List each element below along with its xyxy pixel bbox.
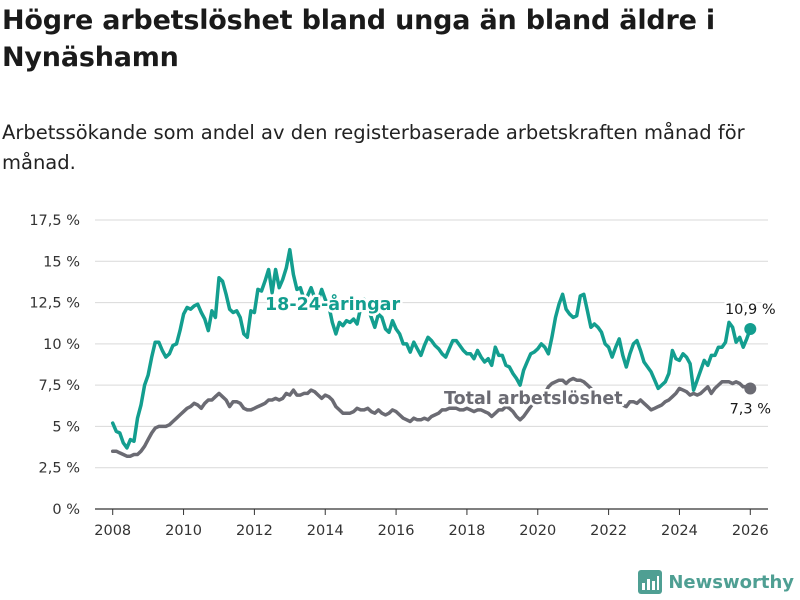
series-lines [110, 247, 757, 458]
brand-logo[interactable]: Newsworthy [638, 570, 794, 594]
x-tick-label: 2020 [519, 523, 556, 539]
endpoint-young [744, 322, 757, 335]
y-tick-label: 7,5 % [39, 378, 80, 394]
svg-text:Total arbetslöshet: Total arbetslöshet [444, 389, 623, 409]
gridlines [95, 219, 768, 510]
y-tick-label: 2,5 % [39, 461, 80, 477]
svg-text:7,3 %: 7,3 % [730, 401, 771, 417]
endpoint-total [744, 382, 757, 395]
chart-title: Högre arbetslöshet bland unga än bland ä… [2, 5, 715, 73]
svg-text:18-24-åringar: 18-24-åringar [265, 293, 400, 315]
y-tick-label: 17,5 % [29, 213, 80, 229]
x-tick-label: 2022 [590, 523, 627, 539]
x-tick-label: 2024 [661, 523, 698, 539]
axes: 0 % 2,5 % 5 % 7,5 % 10 % 12,5 % 15 % 17,5 % 2008… [29, 213, 768, 539]
x-tick-label: 2026 [732, 523, 769, 539]
svg-text:Total arbetslöshet: Total arbetslöshet [444, 389, 623, 409]
y-tick-label: 12,5 % [29, 296, 80, 312]
series-line-total [110, 376, 753, 458]
end-value-total: 7,3 %7,3 % [727, 399, 773, 420]
svg-text:7,3 %: 7,3 % [730, 401, 771, 417]
y-tick-label: 15 % [43, 254, 80, 270]
x-tick-label: 2012 [236, 523, 273, 539]
x-tick-label: 2016 [378, 523, 415, 539]
y-tick-label: 10 % [43, 337, 80, 353]
series-line-young [110, 247, 753, 450]
y-tick-label: 5 % [52, 419, 80, 435]
y-tick-label: 0 % [52, 502, 80, 518]
x-tick-label: 2018 [448, 523, 485, 539]
brand-name: Newsworthy [668, 571, 794, 593]
x-tick-label: 2010 [165, 523, 202, 539]
x-tick-label: 2008 [94, 523, 131, 539]
svg-text:18-24-åringar: 18-24-åringar [265, 293, 400, 315]
svg-text:10,9 %: 10,9 % [725, 302, 776, 318]
chart-subtitle: Arbetssökande som andel av den registerb… [2, 121, 745, 174]
newsworthy-logo-icon [638, 570, 663, 594]
svg-text:10,9 %: 10,9 % [725, 302, 776, 318]
x-tick-label: 2014 [307, 523, 344, 539]
end-value-young: 10,9 %10,9 % [722, 299, 778, 320]
